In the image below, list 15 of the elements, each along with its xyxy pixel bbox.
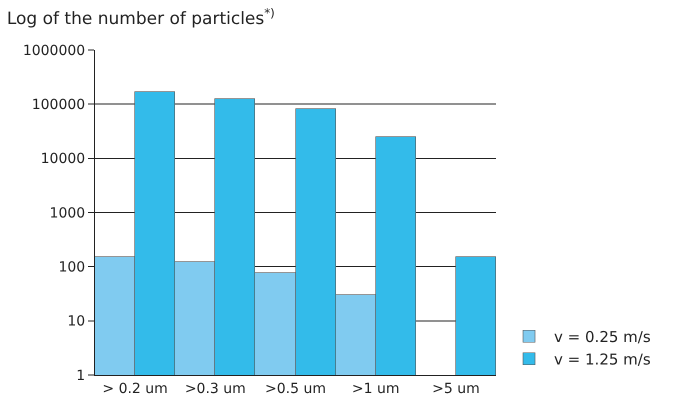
y-tick-label: 1000 <box>50 205 86 222</box>
y-tick-label: 100000 <box>32 97 86 114</box>
x-tick-label: > 0.2 um <box>102 380 168 397</box>
x-tick-label: >1 um <box>352 380 400 397</box>
chart-title: Log of the number of particles$^{*)}$ <box>6 6 275 30</box>
y-tick-label: 10000 <box>40 151 86 168</box>
y-tick-label: 1000000 <box>22 42 86 59</box>
x-tick-label: >5 um <box>432 380 480 397</box>
x-tick-label: >0.5 um <box>265 380 326 397</box>
y-tick-label: 100 <box>58 260 86 276</box>
y-tick-label: 1 <box>76 368 86 384</box>
legend-label: v = 1.25 m/s <box>554 350 651 369</box>
x-tick-label: >0.3 um <box>184 380 246 397</box>
legend-label: v = 0.25 m/s <box>554 328 651 346</box>
y-tick-label: 10 <box>67 314 86 330</box>
